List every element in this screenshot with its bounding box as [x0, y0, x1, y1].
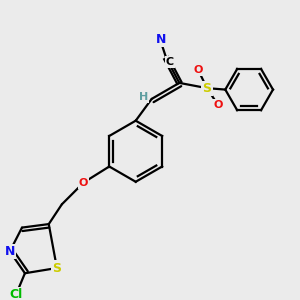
Text: S: S [202, 82, 211, 94]
Text: O: O [194, 65, 203, 75]
Text: Cl: Cl [10, 288, 23, 300]
Text: O: O [79, 178, 88, 188]
Text: N: N [156, 33, 166, 46]
Text: C: C [166, 57, 174, 67]
Text: S: S [52, 262, 62, 275]
Text: N: N [4, 245, 15, 258]
Text: O: O [213, 100, 223, 110]
Text: H: H [139, 92, 148, 102]
